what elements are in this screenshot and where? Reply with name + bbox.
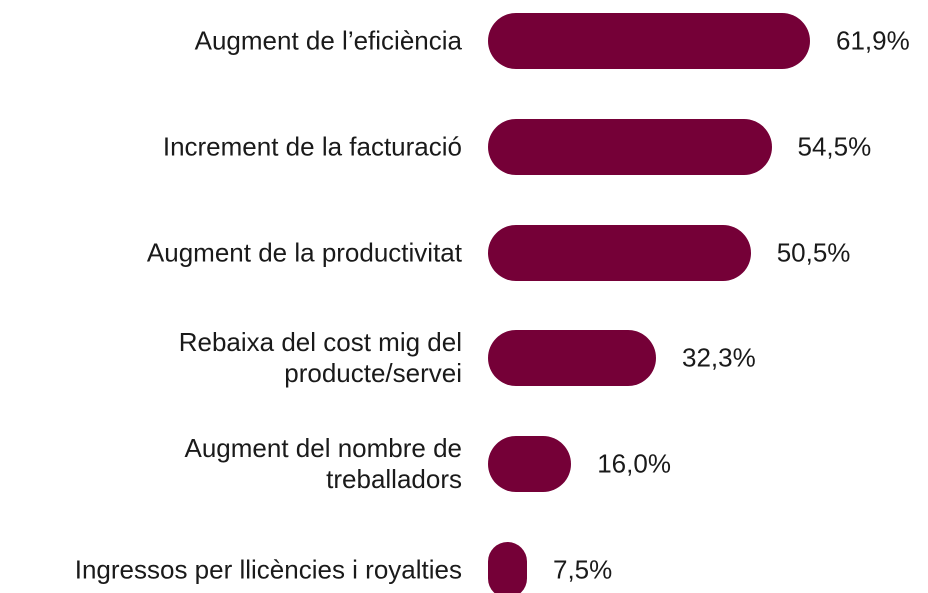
bar — [488, 330, 657, 387]
value-label: 32,3% — [682, 342, 756, 373]
bar — [488, 436, 572, 493]
bar — [488, 118, 772, 175]
category-label: Increment de la facturació — [162, 131, 462, 162]
category-label: Augment de l’eficiència — [194, 25, 462, 56]
bar — [488, 13, 810, 69]
bar — [488, 224, 751, 281]
value-label: 61,9% — [836, 25, 910, 56]
category-label: Augment del nombre de treballadors — [184, 433, 462, 495]
category-label: Augment de la productivitat — [146, 237, 462, 268]
value-label: 7,5% — [553, 554, 613, 585]
category-label: Ingressos per llicències i royalties — [74, 554, 462, 585]
value-label: 16,0% — [597, 448, 671, 479]
category-label: Rebaixa del cost mig del producte/servei — [178, 327, 462, 389]
value-label: 54,5% — [797, 131, 872, 162]
value-label: 50,5% — [776, 237, 851, 268]
bar — [488, 542, 527, 593]
